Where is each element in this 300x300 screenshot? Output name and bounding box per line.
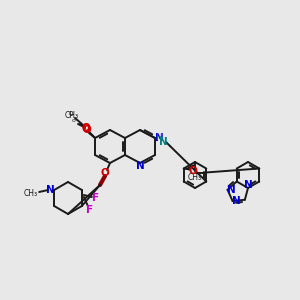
Text: N: N [227,185,236,195]
Text: o: o [72,118,76,124]
Text: N: N [244,180,252,190]
Text: F: F [86,205,93,215]
Text: N: N [136,161,144,171]
Text: CH₃: CH₃ [65,110,79,119]
Text: O: O [188,167,197,176]
Text: F: F [92,193,99,203]
Text: CH₃: CH₃ [188,172,202,182]
Text: N: N [46,185,55,195]
Text: O: O [82,125,91,135]
Text: N: N [154,133,164,143]
Text: o: o [69,110,73,118]
Text: O: O [100,168,109,178]
Text: N: N [159,137,167,147]
Text: N: N [232,196,241,206]
Text: CH₃: CH₃ [24,188,38,197]
Text: H: H [154,134,161,142]
Text: O: O [82,124,90,134]
Text: O: O [82,123,90,133]
